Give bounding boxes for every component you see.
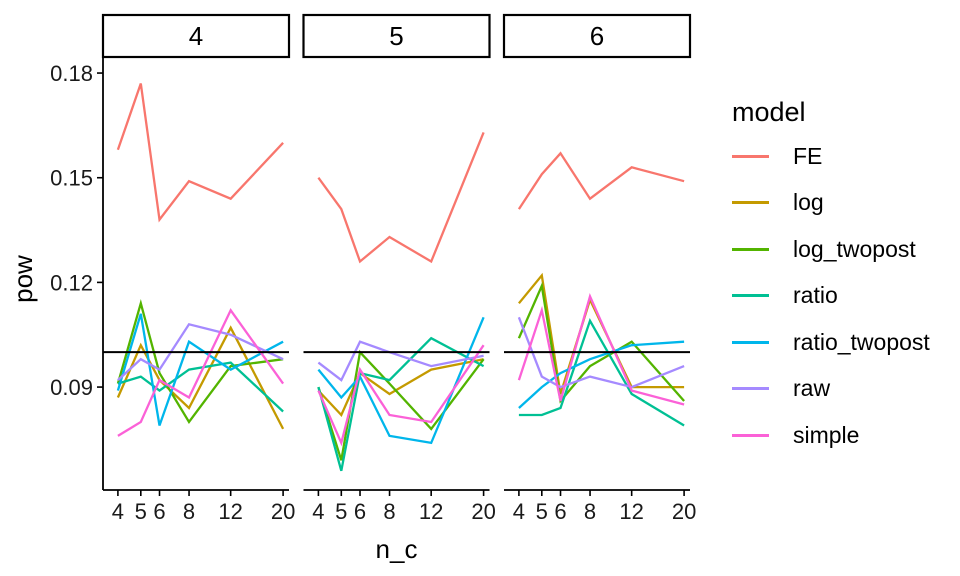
legend-item-label: log_twopost [793,235,916,262]
series-line-ratio_twopost-facet-4 [116,313,284,426]
legend-item-label: ratio [793,282,838,309]
legend-key-line [732,294,769,298]
legend-item-label: raw [793,375,831,402]
facet-strip-6 [502,13,692,59]
series-line-ratio-facet-6 [518,318,685,427]
series-line-ratio-facet-4 [117,361,284,413]
series-line-raw-facet-4 [117,322,284,381]
x-tick-label: 4 [513,499,525,524]
x-tick-label: 4 [312,499,324,524]
x-tick-label: 6 [554,499,566,524]
x-tick-label: 5 [536,499,548,524]
x-tick-label: 8 [183,499,195,524]
x-tick-label: 6 [153,499,165,524]
y-tick-label: 0.12 [50,270,93,295]
legend-key-line [732,201,769,205]
legend-title: model [732,97,806,127]
legend-item-log_twopost: log_twopost [732,226,930,273]
legend-key-line [732,247,769,251]
legend-item-FE: FE [732,133,930,180]
x-tick-label: 20 [672,499,696,524]
x-tick-label: 8 [383,499,395,524]
legend-key-line [732,154,769,158]
series-line-raw-facet-5 [317,340,484,382]
legend-item-ratio: ratio [732,273,930,320]
legend-item-label: simple [793,421,860,448]
x-tick-label: 20 [271,499,295,524]
legend-item-raw: raw [732,366,930,413]
series-line-FE-facet-5 [317,131,485,264]
y-tick-label: 0.18 [50,61,93,86]
legend-item-log: log [732,180,930,227]
series-line-log-facet-4 [116,325,285,430]
x-tick-label: 12 [419,499,443,524]
series-line-ratio_twopost-facet-5 [317,316,485,445]
legend-key-line [732,433,769,437]
series-line-simple-facet-6 [517,293,685,406]
x-tick-label: 5 [335,499,347,524]
series-line-FE-facet-4 [116,83,284,223]
y-axis-title: pow [8,255,38,303]
facet-strip-4 [101,13,291,59]
legend-item-label: FE [793,142,823,169]
series-line-log_twopost-facet-5 [317,349,485,461]
legend-item-ratio_twopost: ratio_twopost [732,319,930,366]
series-line-FE-facet-6 [517,151,685,210]
facet-strip-label: 4 [189,21,203,51]
x-tick-label: 20 [471,499,495,524]
x-tick-label: 5 [135,499,147,524]
series-line-simple-facet-4 [117,308,285,437]
x-axis-title: n_c [375,534,418,564]
facet-strip-label: 5 [389,21,403,51]
series-line-ratio-facet-5 [317,336,485,472]
legend-item-label: log [793,189,824,216]
x-tick-label: 12 [218,499,242,524]
legend-key-line [732,340,769,344]
x-tick-label: 6 [354,499,366,524]
x-tick-label: 8 [584,499,596,524]
legend-key-line [732,387,769,391]
series-line-log-facet-5 [317,358,484,418]
series-line-raw-facet-6 [517,316,685,389]
y-tick-label: 0.09 [50,375,93,400]
x-tick-label: 4 [112,499,124,524]
series-line-ratio_twopost-facet-6 [518,340,685,409]
series-line-simple-facet-5 [317,344,485,447]
facet-strip-label: 6 [590,21,604,51]
x-tick-label: 12 [619,499,643,524]
legend-item-label: ratio_twopost [793,328,930,355]
legend-item-simple: simple [732,412,930,459]
facet-strip-5 [302,13,491,59]
y-tick-label: 0.15 [50,166,93,191]
